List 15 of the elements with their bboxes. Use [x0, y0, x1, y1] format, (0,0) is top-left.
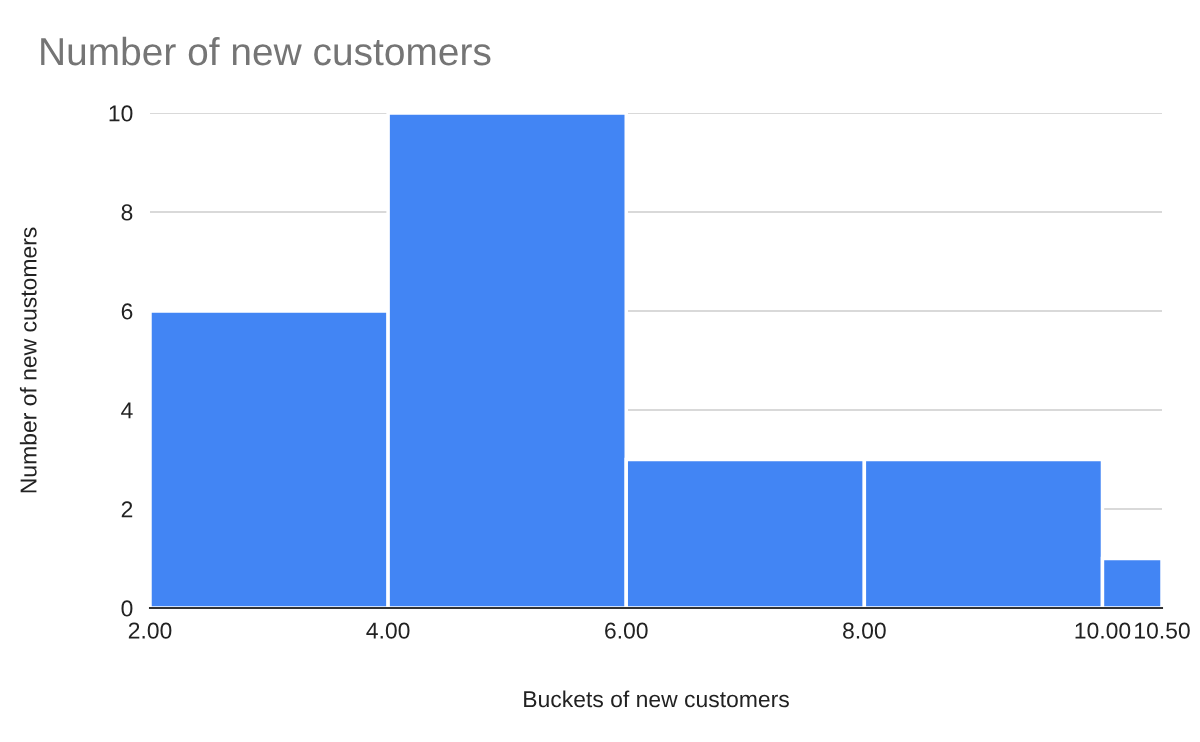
x-tick-label: 10.00 — [1075, 622, 1131, 639]
y-tick-label: 2 — [121, 501, 133, 518]
x-tick-label: 2.00 — [128, 622, 172, 639]
y-tick-label: 0 — [121, 600, 133, 617]
x-tick-label: 6.00 — [605, 622, 648, 639]
chart-title: Number of new customers — [41, 36, 491, 66]
y-tick-label: 4 — [121, 402, 133, 419]
x-axis-title: Buckets of new customers — [524, 690, 789, 708]
y-tick-label: 10 — [109, 105, 133, 122]
y-axis-title: Number of new customers — [19, 227, 37, 493]
x-tick-label: 4.00 — [366, 622, 410, 639]
x-tick-label: 10.50 — [1135, 622, 1190, 639]
y-tick-label: 8 — [121, 204, 133, 221]
x-tick-label: 8.00 — [843, 622, 886, 639]
y-tick-label: 6 — [121, 303, 133, 320]
